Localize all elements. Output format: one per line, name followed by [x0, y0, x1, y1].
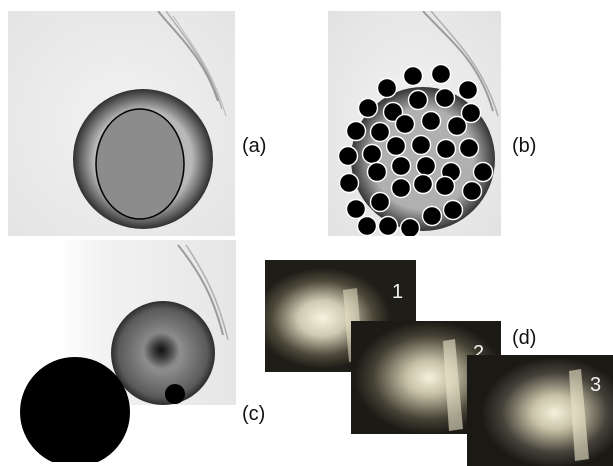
- large-black-disk: [20, 357, 130, 462]
- panel-c-label: (c): [242, 403, 266, 425]
- black-dot: [399, 217, 421, 236]
- panel-b-micrograph: [328, 11, 501, 236]
- frame-number-1: 1: [392, 281, 404, 303]
- panel-b: [328, 11, 501, 236]
- black-dot: [376, 77, 398, 99]
- black-dot: [461, 180, 483, 202]
- black-dot: [356, 215, 378, 236]
- small-black-disk: [165, 384, 185, 404]
- black-dot: [434, 87, 456, 109]
- black-dot: [361, 143, 383, 165]
- black-dot: [369, 121, 391, 143]
- frame-number-3: 3: [590, 374, 602, 396]
- gray-ellipse-overlay: [95, 108, 185, 220]
- black-dot: [338, 172, 360, 194]
- panel-a-label: (a): [242, 135, 267, 157]
- black-dot: [357, 97, 379, 119]
- black-dot: [435, 138, 457, 160]
- black-dot: [458, 137, 480, 159]
- black-dot: [460, 102, 482, 124]
- black-dot: [442, 199, 464, 221]
- black-dot: [377, 215, 399, 236]
- black-dot: [390, 155, 412, 177]
- panel-d-frame-1: 1: [265, 260, 416, 372]
- black-dot: [472, 161, 494, 183]
- black-dot: [382, 101, 404, 123]
- frame-number-2: 2: [473, 342, 485, 364]
- panel-d-label: (d): [512, 327, 537, 349]
- black-dot: [430, 63, 452, 85]
- black-dot: [457, 79, 479, 101]
- black-dot: [412, 173, 434, 195]
- black-dot: [421, 205, 443, 227]
- black-dot: [345, 120, 367, 142]
- black-dot: [394, 113, 416, 135]
- black-dot: [420, 110, 442, 132]
- black-dot: [337, 145, 359, 167]
- panel-c: [18, 240, 236, 462]
- black-dot: [415, 155, 437, 177]
- panel-b-label: (b): [512, 135, 537, 157]
- black-dot: [366, 161, 388, 183]
- panel-c-micrograph: [20, 240, 236, 462]
- panel-d-frame-3: 3: [467, 355, 613, 466]
- panel-a: [8, 11, 235, 236]
- black-dot: [434, 175, 456, 197]
- black-dot: [410, 134, 432, 156]
- panel-a-micrograph: [8, 11, 235, 236]
- black-dot: [345, 198, 367, 220]
- black-dot: [407, 89, 429, 111]
- black-dot: [390, 177, 412, 199]
- black-dot: [385, 135, 407, 157]
- black-dot: [369, 191, 391, 213]
- black-dot: [446, 115, 468, 137]
- black-dot: [402, 65, 424, 87]
- black-dot-grid: [337, 63, 494, 236]
